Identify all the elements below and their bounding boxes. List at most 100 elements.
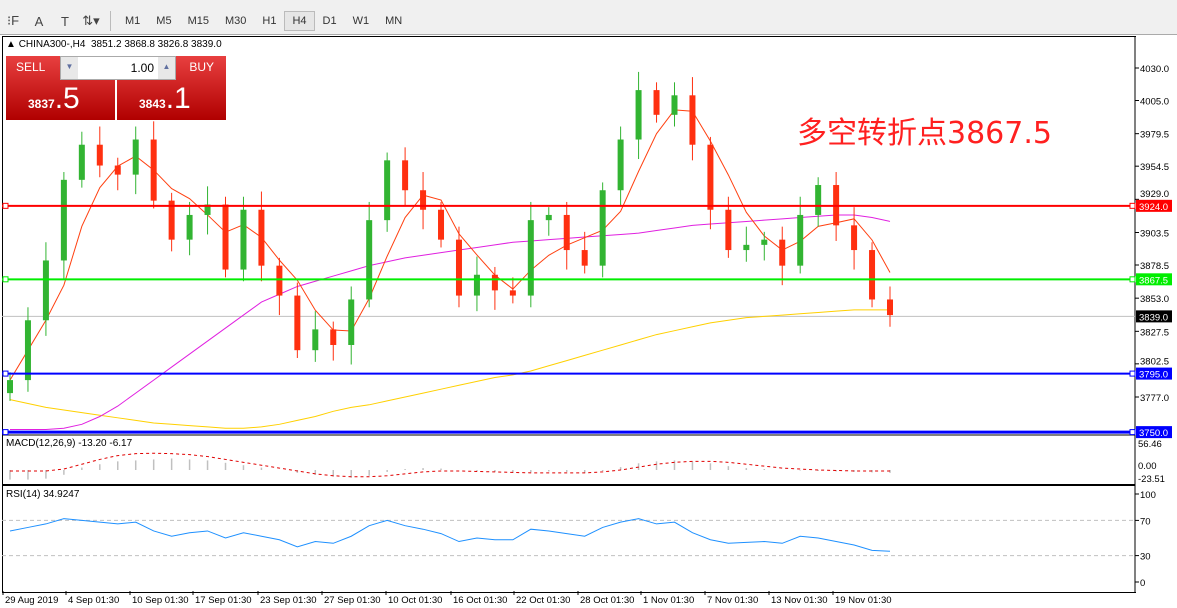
timeframe-m15[interactable]: M15 <box>187 15 209 27</box>
candle-body <box>887 299 893 316</box>
level-handle <box>2 202 9 209</box>
time-tick-label: 1 Nov 01:30 <box>643 595 694 606</box>
candle-body <box>438 209 445 240</box>
time-tick-label: 13 Nov 01:30 <box>771 595 828 606</box>
level-handle <box>2 276 9 283</box>
candle-body <box>258 209 265 266</box>
level-price-badge <box>1136 199 1172 212</box>
time-tick-label: 10 Oct 01:30 <box>388 595 442 606</box>
macd-tick-label: 0.00 <box>1138 461 1157 472</box>
candle-body <box>527 220 534 296</box>
chart-toolbar: ⁝F A T ⇅▾ M1 M5 M15 M30 H1 H4 D1 W1 MN <box>0 8 1177 35</box>
rsi-line <box>9 518 891 552</box>
level-handle <box>1129 429 1136 436</box>
candle-body <box>114 165 121 175</box>
timeframe-m30[interactable]: M30 <box>224 15 247 27</box>
candle-body <box>276 265 283 296</box>
level-price-label: 3750.0 <box>1139 428 1168 439</box>
current-price-label: 3839.0 <box>1139 312 1168 323</box>
time-tick-label: 29 Aug 2019 <box>5 595 58 606</box>
candle-body <box>222 204 229 270</box>
time-tick-label: 10 Sep 01:30 <box>132 595 189 606</box>
candle-body <box>671 95 678 115</box>
ma-mid-line <box>10 214 891 431</box>
candle-body <box>24 320 31 381</box>
candle-body <box>545 214 552 221</box>
price-tick-label: 4030.0 <box>1140 64 1169 75</box>
candle-body <box>455 239 462 296</box>
timeframe-w1[interactable]: W1 <box>352 15 370 27</box>
level-handle <box>2 370 9 377</box>
candle-body <box>186 214 193 240</box>
chart-header: ▲ CHINA300-,H4 3851.2 3868.8 3826.8 3839… <box>6 39 222 50</box>
price-tick-label: 4005.0 <box>1140 97 1169 108</box>
candle-body <box>60 179 67 261</box>
candle-body <box>707 144 714 210</box>
time-tick-label: 7 Nov 01:30 <box>707 595 758 606</box>
candle-body <box>725 209 732 251</box>
time-tick-label: 27 Sep 01:30 <box>324 595 381 606</box>
level-handle <box>2 429 9 436</box>
time-tick-label: 28 Oct 01:30 <box>580 595 634 606</box>
rsi-label: RSI(14) 34.9247 <box>6 489 80 500</box>
candle-body <box>599 190 606 266</box>
ohlc-values: 3851.2 3868.8 3826.8 3839.0 <box>90 39 222 50</box>
candle-body <box>509 290 516 296</box>
candle-body <box>473 274 480 296</box>
candle-body <box>78 144 85 180</box>
level-price-badge <box>1136 273 1172 286</box>
annotation-text: 多空转折点3867.5 <box>797 116 1052 151</box>
timeframe-h4[interactable]: H4 <box>284 11 315 31</box>
chart-window[interactable] <box>2 36 1136 593</box>
price-tick-label: 3777.0 <box>1140 393 1169 404</box>
buy-price: 3843.1 <box>139 82 191 115</box>
text-icon[interactable]: A <box>34 13 44 29</box>
one-click-trading-panel: SELL 3837.5 BUY 3843.1 ▼ ▲ <box>6 56 226 120</box>
candle-body <box>635 90 642 140</box>
price-tick-label: 3878.5 <box>1140 261 1169 272</box>
arrows-icon[interactable]: ⇅▾ <box>82 13 100 28</box>
candle-body <box>617 139 624 191</box>
rsi-tick-label: 100 <box>1140 490 1156 501</box>
candle-body <box>240 209 247 270</box>
increase-volume-icon[interactable]: ▲ <box>162 62 171 71</box>
timeframe-d1[interactable]: D1 <box>322 15 337 27</box>
sell-price: 3837.5 <box>28 82 80 115</box>
volume-stepper[interactable]: ▼ ▲ <box>60 56 176 80</box>
text-label-icon[interactable]: T <box>61 13 69 29</box>
price-tick-label: 3903.5 <box>1140 229 1169 240</box>
line-studies-icon[interactable]: ⁝F <box>6 13 20 28</box>
candle-body <box>869 250 876 300</box>
macd-tick-label: -23.51 <box>1138 474 1165 485</box>
candle-body <box>384 160 391 221</box>
rsi-tick-label: 0 <box>1140 578 1145 589</box>
candle-body <box>797 214 804 266</box>
level-price-label: 3867.5 <box>1139 275 1168 286</box>
level-price-badge <box>1136 426 1172 439</box>
candle-body <box>312 329 319 351</box>
macd-signal-line <box>10 452 890 478</box>
ma-fast-line <box>9 109 891 381</box>
candle-body <box>851 225 858 251</box>
volume-input[interactable] <box>78 57 158 79</box>
ma-slow-line <box>9 309 890 429</box>
candle-body <box>348 299 355 345</box>
price-tick-label: 3853.0 <box>1140 294 1169 305</box>
timeframe-m5[interactable]: M5 <box>156 15 172 27</box>
candle-body <box>330 329 337 345</box>
level-price-label: 3924.0 <box>1139 202 1168 213</box>
sell-label: SELL <box>16 60 46 74</box>
buy-label: BUY <box>189 60 214 74</box>
timeframe-h1[interactable]: H1 <box>262 15 277 27</box>
time-tick-label: 16 Oct 01:30 <box>453 595 507 606</box>
time-tick-label: 22 Oct 01:30 <box>516 595 570 606</box>
candle-body <box>491 274 498 291</box>
candle-body <box>294 295 301 351</box>
candle-body <box>42 260 49 321</box>
candle-body <box>420 190 427 210</box>
price-tick-label: 3827.5 <box>1140 327 1169 338</box>
timeframe-m1[interactable]: M1 <box>125 15 141 27</box>
decrease-volume-icon[interactable]: ▼ <box>65 62 74 71</box>
timeframe-mn[interactable]: MN <box>385 15 403 27</box>
